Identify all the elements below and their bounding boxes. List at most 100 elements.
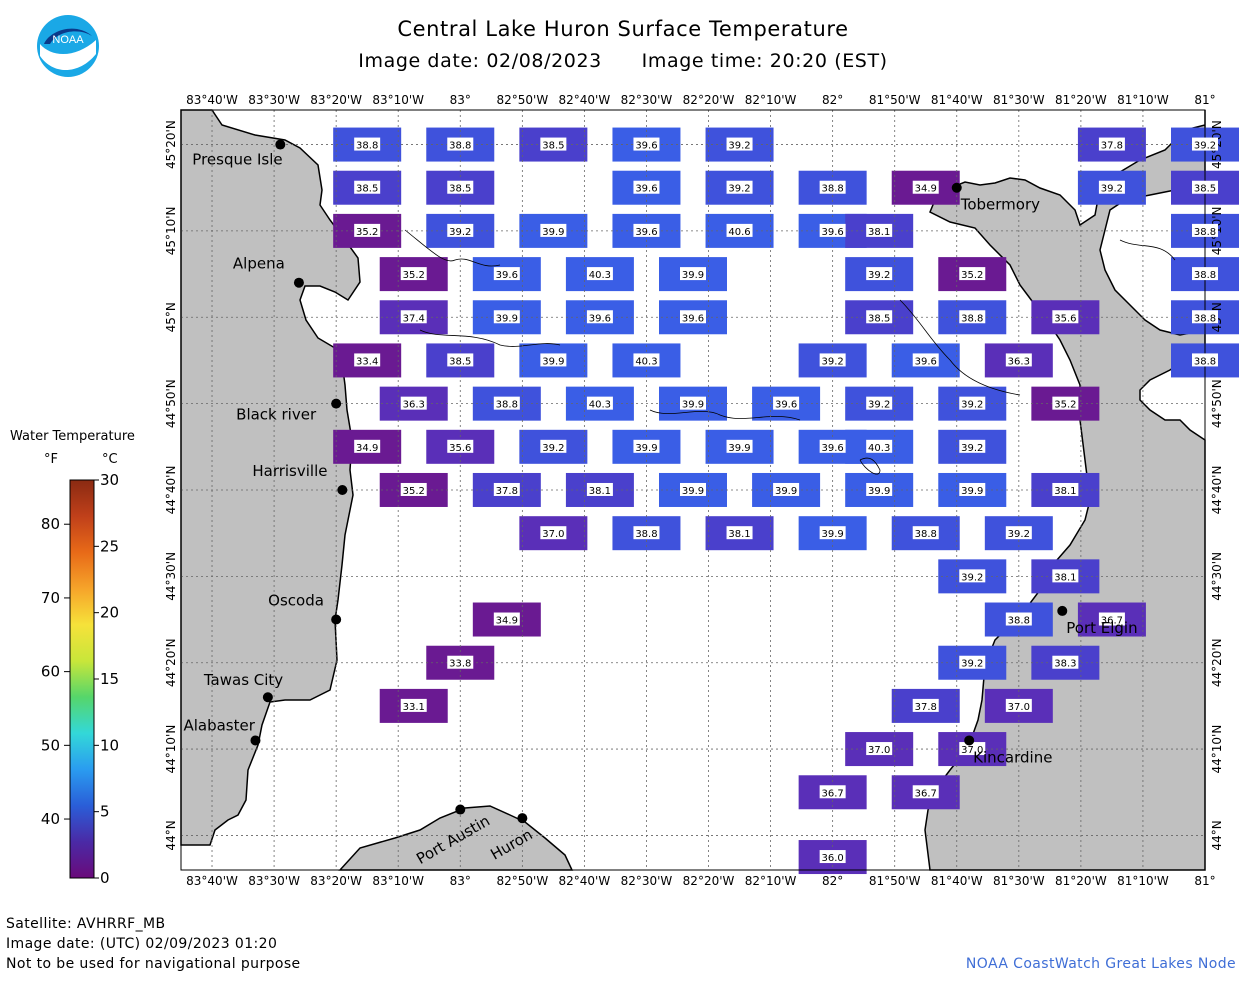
temperature-value: 38.5 [449, 184, 471, 195]
longitude-label: 81°50'W [869, 93, 921, 107]
temperature-label-bg [1192, 267, 1218, 281]
contour-line [899, 299, 1021, 396]
city-name: Black river [236, 406, 317, 424]
temperature-label: 39.2 [1098, 180, 1125, 195]
temperature-value: 35.2 [403, 486, 425, 497]
temperature-label: 38.8 [447, 137, 474, 152]
temperature-label-bg [1052, 310, 1079, 324]
temperature-label: 38.8 [912, 526, 939, 540]
temperature-label: 40.3 [586, 396, 613, 411]
temperature-label-bg [959, 482, 986, 496]
temperature-label-bg [819, 353, 846, 367]
city-name: Alpena [233, 255, 285, 273]
temperature-label: 39.9 [540, 353, 567, 367]
temperature-label-bg [1005, 698, 1032, 712]
contour-lines [404, 229, 1176, 475]
city-marker: Kincardine [964, 735, 1052, 766]
right-latitude-label: 44°30'N [1210, 552, 1224, 601]
temperature-labels: 38.8 38.8 38.5 39.6 39.2 37.8 39.2 38.5 38.5 39.6… [354, 137, 1218, 864]
temperature-label-bg [633, 137, 660, 151]
temperature-value: 38.5 [449, 356, 471, 367]
temperature-label-bg [959, 267, 986, 281]
temperature-label: 33.4 [354, 353, 381, 367]
temperature-label: 37.8 [1098, 137, 1125, 152]
temperature-label: 38.5 [540, 137, 567, 152]
longitude-label: 81°10'W [1117, 93, 1169, 107]
legend-c-tick: 25 [100, 537, 119, 555]
temperature-label-bg [354, 137, 381, 151]
temperature-value: 39.2 [728, 141, 750, 152]
city-dot-icon [951, 182, 962, 193]
temperature-value: 39.2 [1194, 141, 1216, 152]
temperature-value: 38.5 [868, 313, 890, 324]
city-dot-icon [964, 735, 975, 746]
temperature-value: 38.8 [915, 529, 937, 540]
temperature-value: 39.2 [1101, 184, 1123, 195]
temperature-label-bg [493, 482, 520, 496]
temperature-value: 38.3 [1054, 659, 1076, 670]
temperature-label-bg [354, 353, 381, 367]
temperature-label-bg [633, 180, 660, 194]
temperature-label: 38.5 [447, 353, 474, 367]
temperature-value: 39.6 [589, 313, 611, 324]
temperature-label: 39.2 [726, 137, 753, 152]
legend-title: Water Temperature [10, 429, 135, 444]
temperature-label-bg [1192, 353, 1218, 367]
city-name: Alabaster [183, 716, 255, 734]
temperature-value: 39.2 [822, 356, 844, 367]
temperature-value: 39.9 [682, 270, 704, 281]
temperature-label-bg [726, 526, 753, 540]
temperature-label: 39.9 [680, 396, 706, 411]
temperature-label-bg [819, 850, 846, 864]
city-dot-icon [331, 614, 342, 625]
temperature-label-bg [866, 396, 893, 410]
city-name: Port Elgin [1066, 619, 1137, 637]
temperature-value: 38.8 [1194, 227, 1216, 238]
temperature-value: 38.8 [1194, 313, 1216, 324]
temperature-label-bg [1192, 310, 1218, 324]
temperature-value: 36.3 [1008, 356, 1030, 367]
temperature-label: 35.2 [959, 267, 986, 281]
temperature-label: 39.2 [959, 396, 986, 411]
temperature-value: 39.6 [775, 400, 797, 411]
temperature-label: 39.2 [866, 396, 893, 411]
city-marker: Presque Isle [192, 139, 286, 169]
temperature-label: 38.8 [1192, 267, 1218, 281]
temperature-value: 38.8 [1194, 356, 1216, 367]
longitude-label: 81° [1194, 874, 1215, 888]
temperature-value: 39.6 [635, 141, 657, 152]
temperature-value: 40.3 [635, 356, 657, 367]
temperature-label: 39.6 [819, 223, 846, 238]
temperature-value: 39.9 [822, 529, 844, 540]
axis-tick-labels: 83°40'W 83°40'W 83°30'W 83°30'W 83°20'W 83°20… [164, 93, 1224, 888]
temperature-label-bg [400, 698, 427, 712]
temperature-value: 39.9 [868, 486, 890, 497]
temperature-label-bg [912, 353, 939, 367]
map-subtitle: Image date: 02/08/2023 Image time: 20:20… [0, 50, 1246, 72]
temperature-label: 36.7 [912, 785, 939, 799]
longitude-label: 83°20'W [310, 93, 362, 107]
temperature-label: 39.9 [726, 439, 753, 454]
temperature-label: 39.6 [633, 137, 660, 152]
temperature-value: 35.2 [403, 270, 425, 281]
longitude-label: 83°30'W [248, 93, 300, 107]
temperature-value: 39.2 [868, 400, 890, 411]
temperature-value: 38.8 [961, 313, 983, 324]
temperature-value: 39.2 [961, 572, 983, 583]
temperature-label-bg [540, 439, 567, 453]
right-latitude-label: 44°50'N [1210, 379, 1224, 428]
temperature-value: 38.1 [868, 227, 890, 238]
temperature-label: 39.2 [540, 439, 567, 454]
city-name: Presque Isle [192, 151, 282, 169]
temperature-label-bg [447, 353, 474, 367]
city-marker: Alpena [233, 255, 304, 288]
temperature-value: 38.5 [1194, 184, 1216, 195]
temperature-value: 39.2 [1008, 529, 1030, 540]
temperature-label: 39.9 [493, 310, 520, 324]
city-dot-icon [275, 139, 286, 150]
temperature-label-bg [1052, 655, 1079, 669]
longitude-label: 83°20'W [310, 874, 362, 888]
temperature-label-bg [633, 353, 660, 367]
temperature-value: 39.2 [961, 659, 983, 670]
temperature-value: 36.7 [1101, 616, 1123, 627]
